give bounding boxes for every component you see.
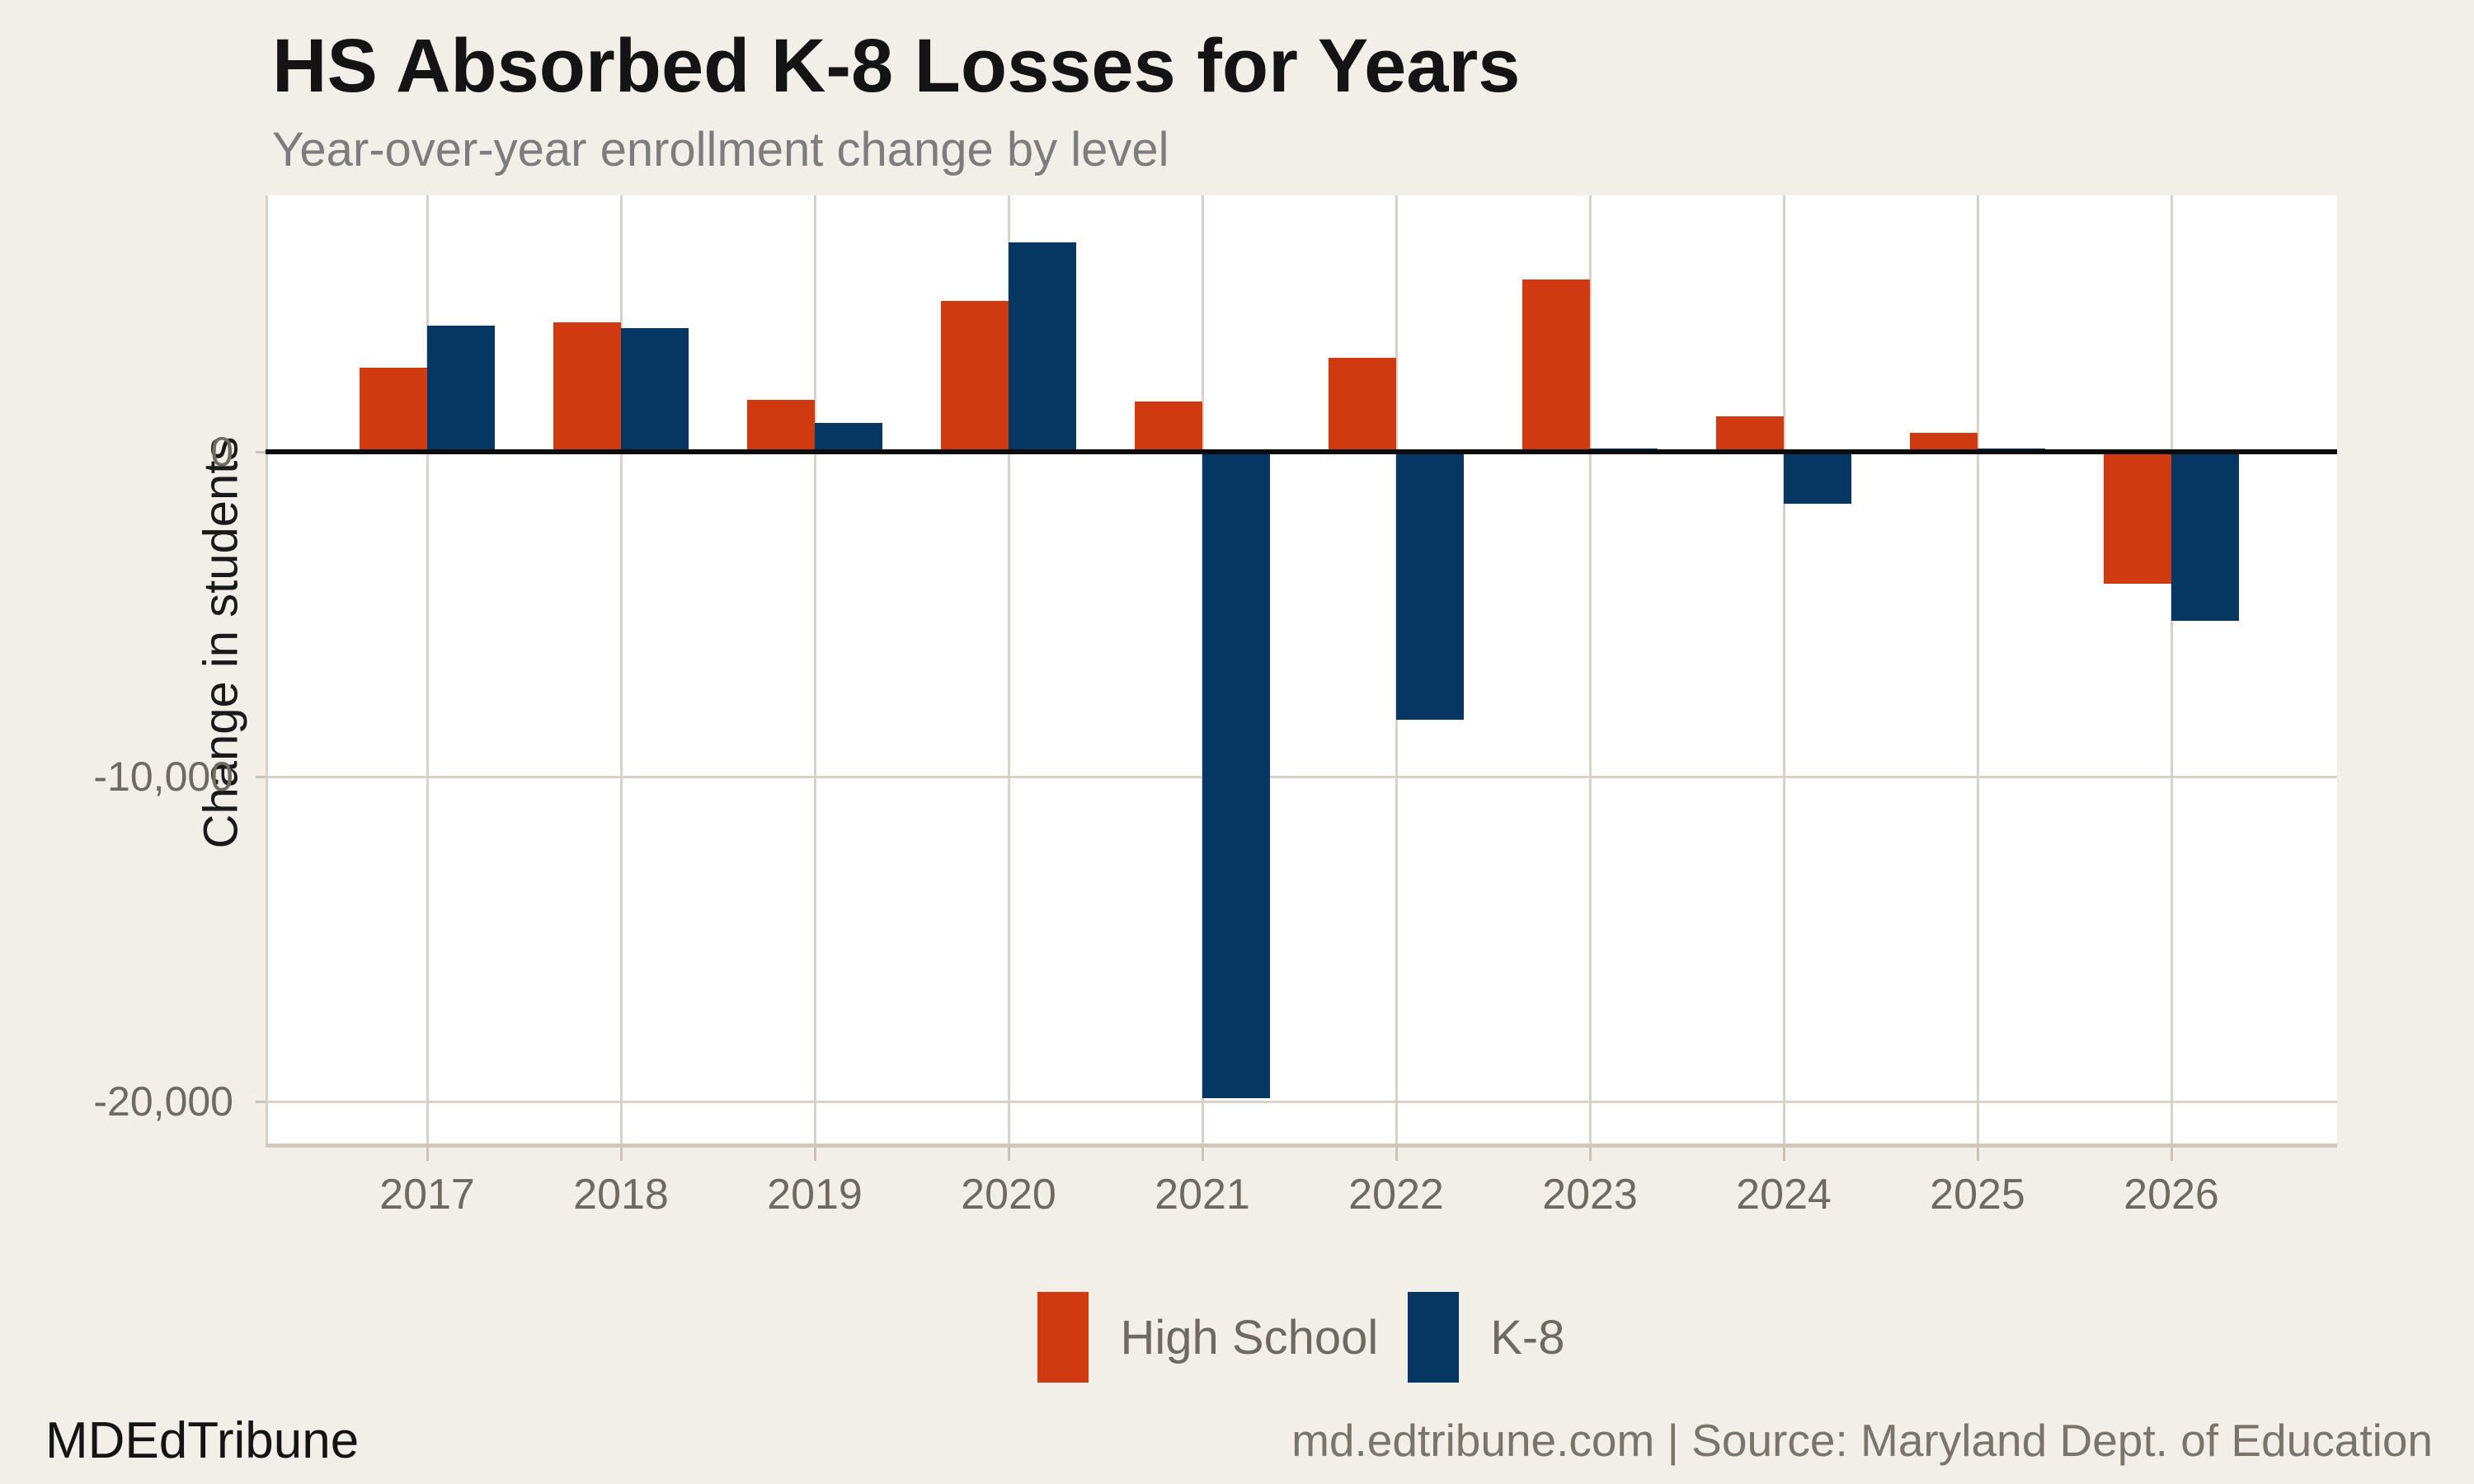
y-tick-mark [256, 1100, 266, 1103]
bar-k-8-2019 [815, 422, 882, 453]
plot-area: 2017 2018 2019 2020 2021 2022 2023 2024 2025 2026… [93, 195, 2337, 1219]
footer-brand: MDEdTribune [45, 1411, 360, 1469]
bar-high-school-2020 [941, 300, 1009, 453]
high-school-legend-label: High School [1120, 1310, 1379, 1364]
vertical-gridline [814, 195, 816, 1144]
x-tick-mark [620, 1148, 623, 1161]
legend-item-k8: K-8 [1408, 1292, 1565, 1383]
bar-k-8-2021 [1202, 452, 1270, 1098]
y-tick-label: -10,000 [93, 753, 233, 800]
vertical-gridline [1977, 195, 1979, 1144]
x-tick-label: 2025 [1930, 1171, 2025, 1219]
x-tick-label: 2018 [573, 1171, 669, 1219]
bar-high-school-2019 [747, 400, 815, 453]
x-tick-mark [1395, 1148, 1398, 1161]
bar-k-8-2020 [1009, 242, 1076, 453]
bar-high-school-2025 [1910, 432, 1978, 453]
x-tick-mark [426, 1148, 429, 1161]
bar-k-8-2017 [427, 325, 495, 453]
x-tick-label: 2023 [1542, 1171, 1638, 1219]
bar-high-school-2017 [360, 367, 427, 453]
bar-k-8-2018 [621, 328, 689, 453]
zero-baseline [266, 449, 2337, 455]
x-tick-mark [1589, 1148, 1592, 1161]
k8-legend-label: K-8 [1490, 1310, 1565, 1364]
x-tick-mark [1977, 1148, 1979, 1161]
x-tick-mark [1202, 1148, 1204, 1161]
legend-item-high-school: High School [1037, 1292, 1378, 1383]
x-tick-mark [1783, 1148, 1785, 1161]
horizontal-gridline [266, 1100, 2337, 1103]
bar-k-8-2024 [1784, 452, 1851, 505]
x-tick-mark [2171, 1148, 2173, 1161]
bar-high-school-2021 [1135, 402, 1202, 453]
bar-high-school-2024 [1716, 416, 1784, 453]
bar-high-school-2018 [553, 322, 621, 453]
vertical-gridline [1589, 195, 1592, 1144]
high-school-legend-swatch [1037, 1292, 1089, 1383]
x-tick-label: 2021 [1155, 1171, 1250, 1219]
bar-k-8-2022 [1396, 452, 1464, 721]
horizontal-gridline [266, 775, 2337, 778]
vertical-gridline [620, 195, 623, 1144]
chart-subtitle: Year-over-year enrollment change by leve… [272, 123, 1169, 176]
x-tick-label: 2020 [961, 1171, 1056, 1219]
vertical-gridline [2171, 195, 2173, 1144]
x-tick-label: 2017 [379, 1171, 475, 1219]
bar-high-school-2022 [1329, 357, 1396, 453]
x-tick-mark [814, 1148, 816, 1161]
y-tick-mark [256, 775, 266, 778]
k8-legend-swatch [1408, 1292, 1460, 1383]
bar-high-school-2026 [2104, 452, 2171, 584]
vertical-gridline [1008, 195, 1010, 1144]
vertical-gridline [426, 195, 429, 1144]
x-tick-label: 2019 [767, 1171, 863, 1219]
vertical-gridline [1783, 195, 1785, 1144]
bar-high-school-2023 [1522, 279, 1590, 453]
bar-k-8-2026 [2171, 452, 2239, 621]
y-tick-label: 0 [210, 429, 233, 476]
footer: MDEdTribune md.edtribune.com | Source: M… [45, 1403, 2433, 1477]
x-tick-mark [1008, 1148, 1010, 1161]
chart-title: HS Absorbed K-8 Losses for Years [272, 24, 1521, 108]
y-tick-label: -20,000 [93, 1078, 233, 1125]
y-axis-line [266, 195, 268, 1144]
x-tick-label: 2026 [2124, 1171, 2219, 1219]
y-tick-mark [256, 451, 266, 454]
x-tick-label: 2022 [1348, 1171, 1444, 1219]
footer-source: md.edtribune.com | Source: Maryland Dept… [1291, 1415, 2433, 1466]
x-tick-label: 2024 [1736, 1171, 1832, 1219]
legend: High School K-8 [266, 1288, 2337, 1387]
